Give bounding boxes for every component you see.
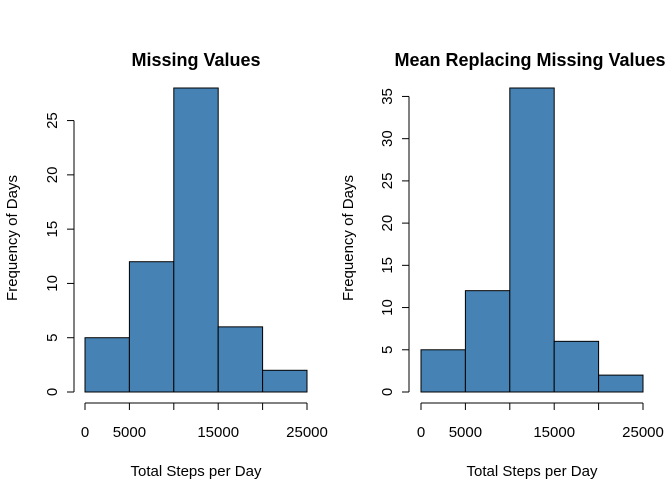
- histogram-bar: [464, 290, 511, 393]
- y-axis-label: Frequency of Days: [340, 175, 357, 301]
- x-axis-label: Total Steps per Day: [131, 463, 262, 480]
- x-tick-label: 5000: [113, 424, 146, 441]
- y-tick-label: 10: [379, 299, 396, 316]
- x-axis: 0 5000 15000 25000: [417, 402, 664, 441]
- y-tick-label: 25: [44, 112, 61, 129]
- y-tick-label: 0: [44, 388, 61, 396]
- histogram-bar: [598, 374, 644, 393]
- histogram-bar: [553, 340, 600, 393]
- y-tick-label: 20: [44, 167, 61, 184]
- y-tick-label: 5: [44, 334, 61, 342]
- histogram-bar: [262, 369, 308, 393]
- y-tick-label: 20: [379, 215, 396, 232]
- x-axis: 0 5000 15000 25000: [81, 402, 328, 441]
- histogram-bar: [509, 87, 555, 393]
- bars: [84, 87, 308, 393]
- chart-missing-values: Missing Values Total Steps per Day Frequ…: [4, 50, 328, 480]
- y-tick-label: 25: [379, 173, 396, 190]
- y-tick-label: 30: [379, 130, 396, 147]
- chart-title: Missing Values: [131, 50, 260, 70]
- x-tick-label: 0: [417, 424, 425, 441]
- bars: [420, 87, 644, 393]
- y-tick-label: 15: [44, 221, 61, 238]
- y-axis: 0 5 10 15 20 25 30 35: [379, 88, 410, 396]
- x-tick-label: 25000: [622, 424, 664, 441]
- x-tick-label: 15000: [197, 424, 239, 441]
- y-tick-label: 15: [379, 257, 396, 274]
- y-tick-label: 5: [379, 346, 396, 354]
- chart-title: Mean Replacing Missing Values: [394, 50, 665, 70]
- x-tick-label: 5000: [449, 424, 482, 441]
- y-tick-label: 0: [379, 388, 396, 396]
- x-tick-label: 25000: [286, 424, 328, 441]
- histogram-bar: [217, 326, 264, 393]
- y-tick-label: 10: [44, 275, 61, 292]
- x-tick-label: 0: [81, 424, 89, 441]
- y-axis-label: Frequency of Days: [4, 175, 21, 301]
- y-tick-label: 35: [379, 88, 396, 105]
- histogram-bar: [128, 261, 175, 393]
- chart-mean-replacing-missing-values: Mean Replacing Missing Values Total Step…: [340, 50, 666, 480]
- histogram-bar: [420, 349, 466, 393]
- y-axis: 0 5 10 15 20 25: [44, 112, 75, 396]
- x-axis-label: Total Steps per Day: [467, 463, 598, 480]
- x-tick-label: 15000: [533, 424, 575, 441]
- histogram-bar: [84, 337, 130, 393]
- histogram-bar: [173, 87, 219, 393]
